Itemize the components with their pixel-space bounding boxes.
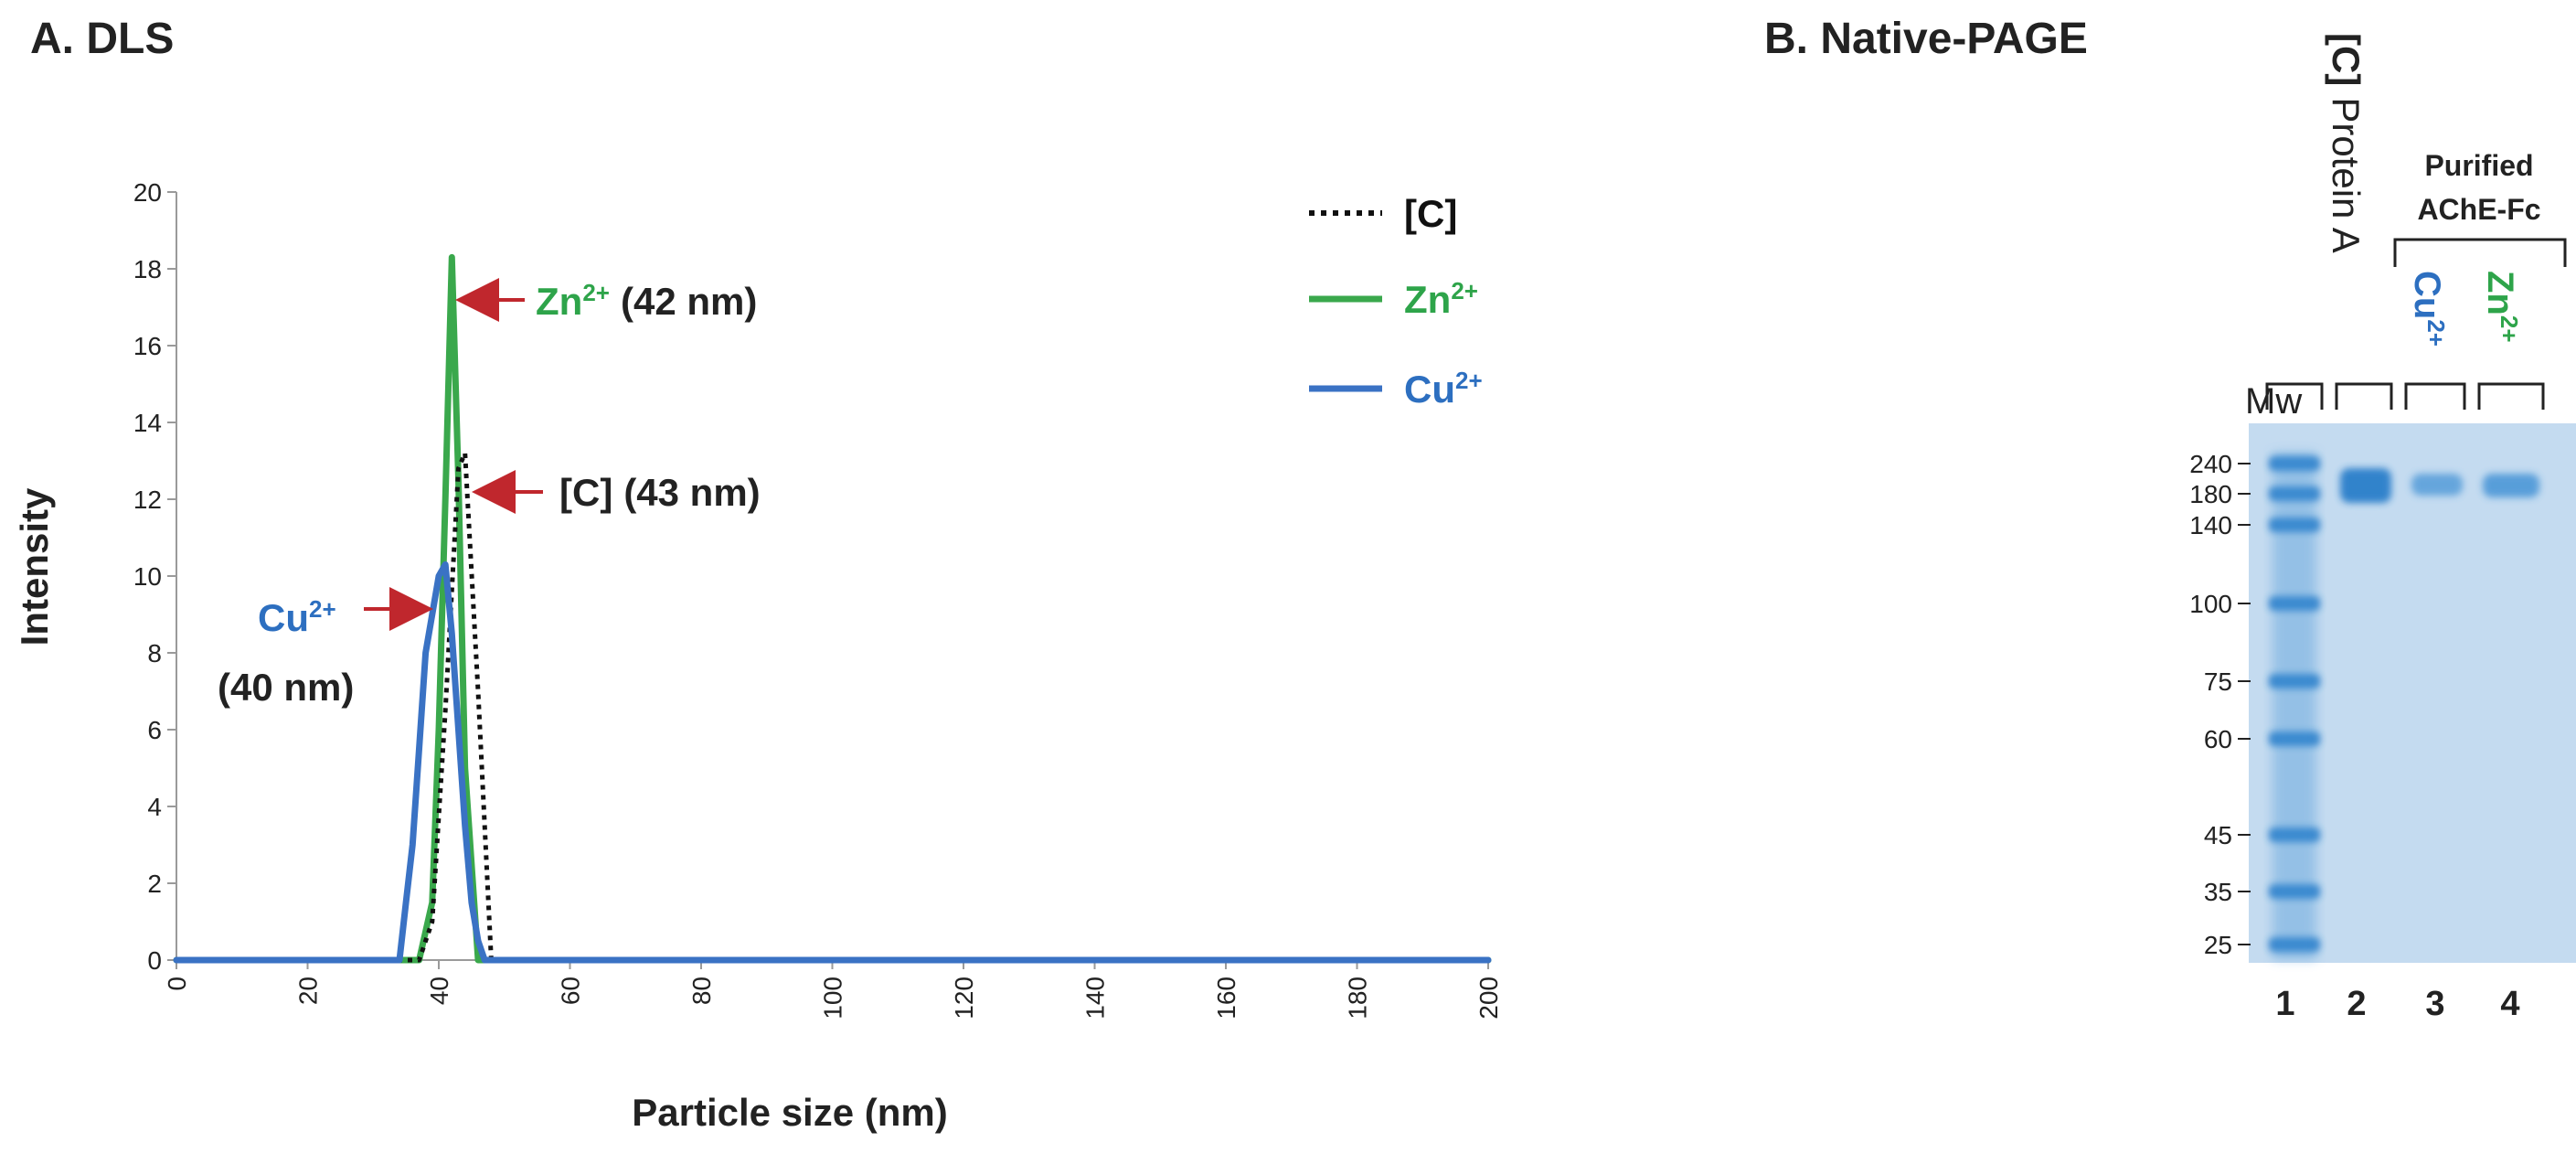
annotation-cu-size: (40 nm) [218, 666, 354, 709]
annotation-zn-ion: Zn [536, 280, 582, 323]
mw-tick-label: 25 [2204, 931, 2232, 959]
legend-label-c: [C] [1404, 192, 1457, 235]
legend-zn-charge: 2+ [1451, 277, 1478, 304]
lane-bracket-1 [2265, 382, 2324, 410]
annotation-text-zn: Zn2+ (42 nm) [536, 279, 757, 323]
x-tick-label: 160 [1212, 977, 1240, 1020]
legend: [C] Zn2+ Cu2+ [1309, 192, 1483, 411]
header-purified: Purified [2424, 149, 2533, 182]
x-tick-label: 0 [163, 977, 191, 991]
lane-label-protein-a-text: Protein A [2325, 97, 2368, 252]
panel-b-native-page: B. Native-PAGE Mw [C]Protein A Cu2+ Zn2+… [1764, 15, 2576, 1023]
lane-numbers: 1 2 3 4 [2275, 985, 2519, 1023]
lane-label-c-bracket: [C] [2325, 33, 2368, 86]
annotation-c-size: (43 nm) [623, 471, 760, 514]
mw-tick-label: 45 [2204, 821, 2232, 849]
mw-tick-label: 100 [2189, 590, 2232, 618]
ladder-smear [2273, 453, 2316, 960]
header-ache-fc: AChE-Fc [2417, 193, 2540, 226]
annotation-cu-ion: Cu [258, 596, 309, 639]
x-tick-label: 40 [425, 977, 453, 1005]
panel-a-dls: A. DLS Intensity Particle size (nm) 0 2 4 6… [13, 15, 1503, 1134]
x-tick-label: 60 [557, 977, 585, 1005]
y-tick-label: 6 [147, 716, 162, 744]
mw-tick-label: 180 [2189, 480, 2232, 508]
x-tick-label: 180 [1344, 977, 1372, 1020]
series-line-zn [173, 253, 1492, 964]
plot-series [173, 253, 1492, 964]
legend-label-zn: Zn2+ [1404, 277, 1478, 321]
lane-label-mw: Mw [2245, 381, 2302, 422]
mw-tick-label: 60 [2204, 725, 2232, 753]
x-tick-label: 120 [950, 977, 978, 1020]
y-tick-label: 2 [147, 870, 162, 898]
header-bracket [2393, 238, 2567, 267]
x-tick-label: 80 [687, 977, 716, 1005]
lane-number: 4 [2500, 985, 2519, 1023]
lane2-band [2340, 468, 2391, 503]
mw-tick-label: 240 [2189, 450, 2232, 478]
panel-a-title: A. DLS [30, 15, 174, 63]
lane4-band [2483, 474, 2539, 497]
lane-bracket-4 [2477, 382, 2545, 410]
series-line-cu [173, 560, 1492, 964]
y-tick-label: 16 [133, 332, 162, 360]
x-tick-label: 140 [1081, 977, 1110, 1020]
lane-brackets [2265, 382, 2545, 410]
y-tick-label: 8 [147, 639, 162, 667]
annotation-cu: Cu2+ (40 nm) [218, 587, 433, 709]
mw-tick-label: 35 [2204, 878, 2232, 906]
mw-tick-label: 75 [2204, 667, 2232, 696]
lane-label-cu: Cu2+ [2407, 271, 2450, 347]
annotation-zn: Zn2+ (42 nm) [455, 278, 757, 323]
lane-bracket-2 [2335, 382, 2393, 410]
lane-bracket-3 [2404, 382, 2466, 410]
annotation-c-label: [C] [559, 471, 612, 514]
lane-label-zn-charge: 2+ [2496, 315, 2523, 343]
legend-cu-charge: 2+ [1455, 367, 1483, 394]
lane-number: 2 [2347, 985, 2366, 1023]
lane-number: 1 [2275, 985, 2294, 1023]
x-tick-label: 200 [1474, 977, 1503, 1020]
annotation-c: [C] (43 nm) [472, 470, 761, 514]
gel-bands [2269, 453, 2539, 960]
lane-label-cu-ion: Cu [2407, 271, 2447, 319]
legend-zn-ion: Zn [1404, 278, 1451, 321]
y-tick-label: 12 [133, 486, 162, 514]
series-line-c [176, 451, 1488, 963]
y-tick-label: 14 [133, 409, 162, 437]
x-axis-title: Particle size (nm) [632, 1091, 947, 1134]
x-tick-label: 20 [294, 977, 323, 1005]
lane-label-zn: Zn2+ [2480, 271, 2523, 343]
lane3-band [2411, 474, 2463, 496]
lane-number: 3 [2425, 985, 2444, 1023]
legend-label-cu: Cu2+ [1404, 367, 1483, 411]
lane-label-protein-a: [C] Protein A [2325, 33, 2368, 253]
annotation-text-cu: Cu2+ [258, 595, 336, 639]
x-tick-label: 100 [819, 977, 847, 1020]
panel-b-title: B. Native-PAGE [1764, 15, 2088, 63]
mw-tick-label: 140 [2189, 511, 2232, 539]
annotation-cu-charge: 2+ [309, 595, 336, 623]
y-tick-label: 20 [133, 178, 162, 207]
annotation-zn-size: (42 nm) [621, 280, 757, 323]
lane-label-cu-charge: 2+ [2422, 319, 2450, 347]
y-tick-label: 4 [147, 793, 162, 821]
lane-label-zn-ion: Zn [2480, 271, 2520, 315]
annotation-text-c: [C] (43 nm) [559, 471, 761, 514]
y-tick-label: 0 [147, 946, 162, 975]
y-tick-label: 10 [133, 562, 162, 591]
gel-image [2249, 423, 2576, 963]
annotation-zn-charge: 2+ [582, 279, 610, 306]
legend-cu-ion: Cu [1404, 368, 1455, 411]
y-axis-title: Intensity [13, 487, 56, 646]
y-tick-label: 18 [133, 255, 162, 283]
